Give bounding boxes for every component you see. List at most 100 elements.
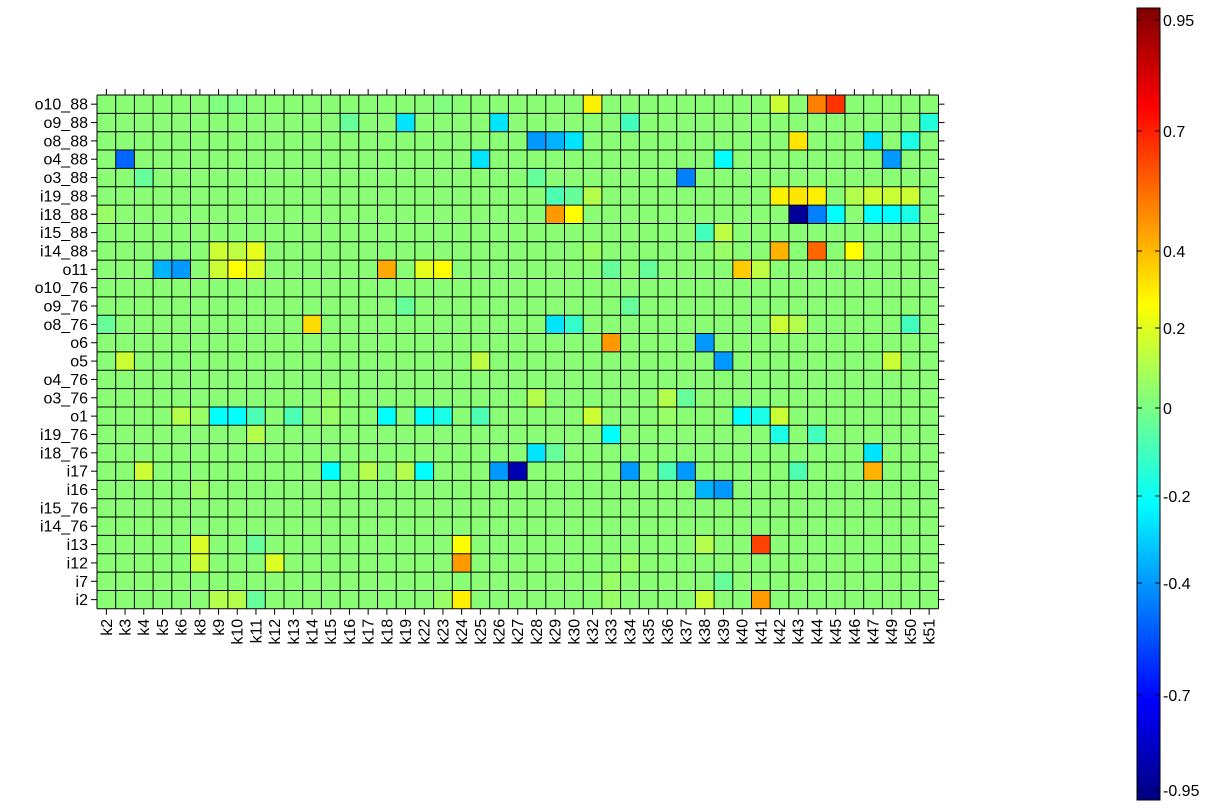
- heatmap-cell: [396, 480, 415, 499]
- heatmap-cell: [433, 370, 453, 389]
- heatmap-cell: [695, 241, 715, 261]
- y-tick-label: i19_88: [40, 188, 88, 205]
- heatmap-cell: [639, 462, 658, 481]
- heatmap-cell: [265, 498, 284, 518]
- heatmap-cell: [732, 388, 752, 407]
- heatmap-cell: [845, 95, 864, 114]
- heatmap-cell: [770, 113, 789, 132]
- heatmap-cell: [620, 260, 640, 279]
- heatmap-cell: [508, 223, 528, 242]
- heatmap-cell: [845, 517, 864, 536]
- heatmap-cell: [882, 572, 902, 591]
- heatmap-cell: [171, 443, 191, 462]
- heatmap-cell: [919, 205, 939, 224]
- heatmap-cell: [863, 186, 883, 206]
- heatmap-cell: [788, 498, 808, 518]
- heatmap-cell: [471, 95, 490, 114]
- heatmap-cell: [620, 498, 640, 518]
- heatmap-cell: [770, 462, 789, 481]
- heatmap-cell: [321, 315, 341, 334]
- heatmap-cell: [97, 241, 116, 261]
- heatmap-cell: [620, 553, 640, 573]
- heatmap-cell: [396, 462, 415, 481]
- heatmap-cell: [845, 370, 864, 389]
- heatmap-cell: [358, 480, 378, 499]
- heatmap-cell: [358, 168, 378, 187]
- heatmap-cell: [302, 462, 322, 481]
- heatmap-cell: [751, 590, 771, 609]
- heatmap-cell: [863, 351, 883, 371]
- heatmap-cell: [302, 406, 322, 426]
- heatmap-cell: [302, 517, 322, 536]
- heatmap-cell: [134, 131, 154, 151]
- heatmap-cell: [807, 150, 827, 169]
- heatmap-cell: [714, 535, 733, 554]
- heatmap-cell: [97, 186, 116, 206]
- heatmap-cell: [508, 590, 528, 609]
- heatmap-cell: [770, 535, 789, 554]
- heatmap-cell: [601, 535, 621, 554]
- heatmap-cell: [227, 113, 247, 132]
- heatmap-cell: [807, 517, 827, 536]
- heatmap-cell: [209, 333, 228, 352]
- heatmap-cell: [826, 517, 845, 536]
- heatmap-cell: [919, 553, 939, 573]
- heatmap-cell: [545, 480, 565, 499]
- heatmap-cell: [583, 443, 602, 462]
- heatmap-cell: [358, 333, 378, 352]
- heatmap-cell: [97, 590, 116, 609]
- heatmap-cell: [153, 517, 172, 536]
- heatmap-cell: [751, 572, 771, 591]
- heatmap-cell: [171, 406, 191, 426]
- x-tick-label: k15: [323, 619, 340, 645]
- heatmap-cell: [527, 388, 546, 407]
- heatmap-cell: [788, 150, 808, 169]
- y-tick-label: o10_76: [35, 280, 88, 297]
- heatmap-cell: [751, 95, 771, 114]
- heatmap-cell: [564, 333, 584, 352]
- heatmap-cell: [601, 168, 621, 187]
- heatmap-cell: [901, 572, 920, 591]
- heatmap-cell: [489, 241, 509, 261]
- heatmap-cell: [882, 260, 902, 279]
- heatmap-cell: [620, 572, 640, 591]
- heatmap-cell: [508, 113, 528, 132]
- heatmap-cell: [714, 517, 733, 536]
- heatmap-cell: [97, 113, 116, 132]
- x-tick-label: k38: [697, 619, 714, 645]
- heatmap-cell: [134, 205, 154, 224]
- heatmap-cell: [564, 425, 584, 444]
- heatmap-cell: [508, 260, 528, 279]
- colorbar-tick-label: 0: [1163, 401, 1172, 418]
- heatmap-cell: [676, 113, 696, 132]
- heatmap-cell: [302, 95, 322, 114]
- heatmap-cell: [639, 498, 658, 518]
- heatmap-cell: [452, 517, 471, 536]
- heatmap-cell: [639, 480, 658, 499]
- heatmap-cell: [695, 406, 715, 426]
- heatmap-cell: [452, 260, 471, 279]
- heatmap-cell: [321, 535, 341, 554]
- heatmap-cell: [396, 572, 415, 591]
- heatmap-cell: [676, 535, 696, 554]
- heatmap-cell: [601, 205, 621, 224]
- heatmap-cell: [527, 553, 546, 573]
- heatmap-cell: [901, 517, 920, 536]
- heatmap-cell: [545, 205, 565, 224]
- heatmap-cell: [358, 425, 378, 444]
- heatmap-cell: [358, 535, 378, 554]
- heatmap-cell: [246, 333, 266, 352]
- x-tick-label: k11: [248, 619, 265, 644]
- heatmap-cell: [284, 113, 303, 132]
- heatmap-cell: [489, 425, 509, 444]
- heatmap-cell: [508, 315, 528, 334]
- heatmap-cell: [901, 131, 920, 151]
- heatmap-cell: [246, 480, 266, 499]
- heatmap-cell: [358, 260, 378, 279]
- heatmap-cell: [227, 443, 247, 462]
- heatmap-cell: [414, 223, 434, 242]
- heatmap-cell: [246, 590, 266, 609]
- heatmap-cell: [845, 333, 864, 352]
- heatmap-cell: [471, 168, 490, 187]
- heatmap-cell: [508, 406, 528, 426]
